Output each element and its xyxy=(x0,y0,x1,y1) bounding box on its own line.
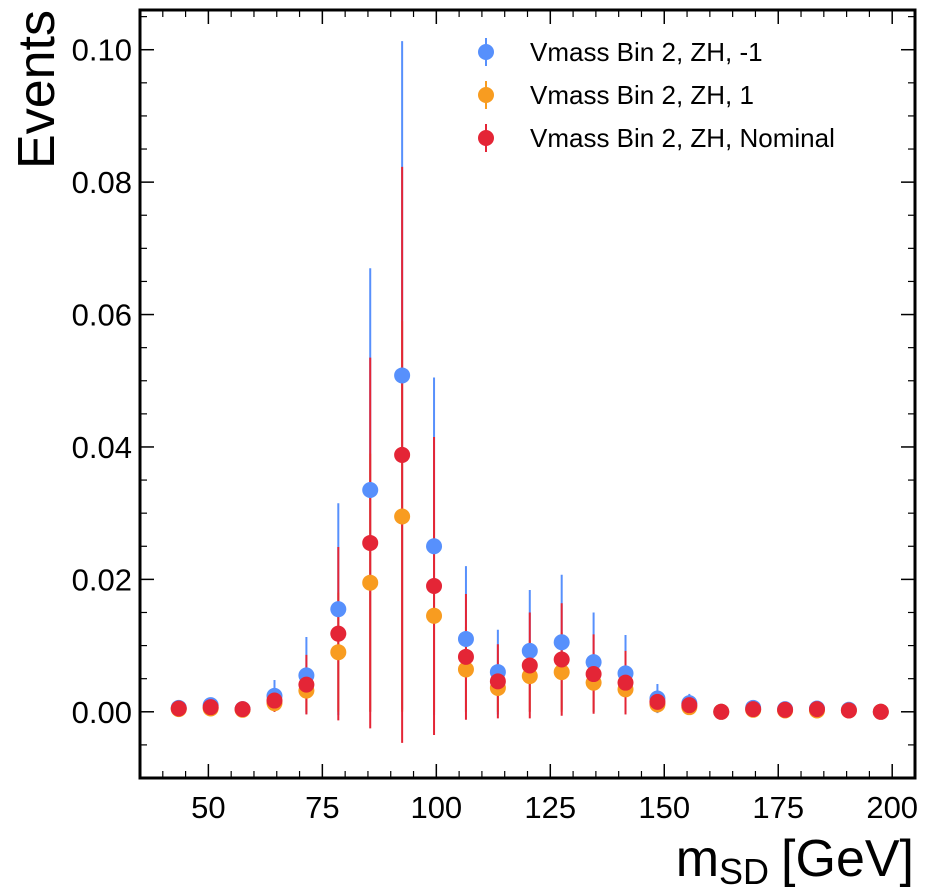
data-point-series-2 xyxy=(394,508,411,525)
legend-label-1: Vmass Bin 2, ZH, -1 xyxy=(530,37,763,67)
legend-marker-2 xyxy=(478,87,494,103)
data-point-series-3 xyxy=(872,703,889,720)
y-tick-label: 0.10 xyxy=(72,33,132,68)
data-point-series-1 xyxy=(457,630,474,647)
data-point-series-2 xyxy=(362,574,379,591)
data-point-series-3 xyxy=(649,693,666,710)
legend-label-2: Vmass Bin 2, ZH, 1 xyxy=(530,80,754,110)
legend-label-3: Vmass Bin 2, ZH, Nominal xyxy=(530,123,835,153)
data-point-series-3 xyxy=(681,697,698,714)
x-axis-title-subscript: SD xyxy=(719,851,769,892)
data-point-series-3 xyxy=(521,657,538,674)
x-axis-title-main: m xyxy=(676,830,719,888)
data-point-series-3 xyxy=(266,692,283,709)
x-tick-label: 75 xyxy=(305,790,339,825)
x-axis-title-unit: [GeV] xyxy=(781,830,914,888)
data-point-series-1 xyxy=(330,601,347,618)
data-point-series-2 xyxy=(426,607,443,624)
data-point-series-3 xyxy=(170,700,187,717)
data-point-series-3 xyxy=(840,702,857,719)
data-point-series-1 xyxy=(362,482,379,498)
data-point-series-2 xyxy=(457,661,474,678)
y-tick-label: 0.02 xyxy=(72,562,132,597)
data-point-series-3 xyxy=(585,666,602,683)
data-point-series-3 xyxy=(298,676,315,693)
x-tick-label: 50 xyxy=(191,790,225,825)
plot-frame xyxy=(138,8,917,780)
data-point-series-3 xyxy=(777,701,794,718)
data-point-series-3 xyxy=(489,673,506,690)
data-point-series-3 xyxy=(808,701,825,718)
x-tick-label: 150 xyxy=(638,790,690,825)
legend-marker-3 xyxy=(478,130,494,146)
y-tick-label: 0.08 xyxy=(72,165,132,200)
x-tick-label: 100 xyxy=(410,790,462,825)
data-point-series-3 xyxy=(202,699,219,716)
data-point-series-1 xyxy=(553,634,570,651)
y-tick-label: 0.04 xyxy=(72,430,132,465)
x-tick-label: 200 xyxy=(866,790,918,825)
data-point-series-3 xyxy=(713,703,730,720)
data-point-series-3 xyxy=(553,651,570,668)
x-axis-title: mSD [GeV] xyxy=(676,830,914,892)
data-point-series-1 xyxy=(394,367,411,384)
data-point-series-3 xyxy=(330,625,347,642)
data-point-series-1 xyxy=(426,538,443,555)
data-point-series-3 xyxy=(617,674,634,691)
data-point-series-3 xyxy=(745,701,762,718)
x-tick-label: 125 xyxy=(524,790,576,825)
x-tick-label: 175 xyxy=(752,790,804,825)
axis-tick-labels: 50 75 100 125 150 175 200 0.00 0.02 0.04 0.06 0.08 0… xyxy=(72,33,918,825)
data-point-series-2 xyxy=(553,664,570,681)
data-point-series-1 xyxy=(585,654,602,671)
y-tick-label: 0.00 xyxy=(72,695,132,730)
legend: Vmass Bin 2, ZH, -1 Vmass Bin 2, ZH, 1 Vma… xyxy=(478,37,835,153)
data-point-series-3 xyxy=(394,446,411,463)
data-point-series-1 xyxy=(521,642,538,659)
y-axis-title: Events xyxy=(8,10,66,169)
data-point-series-3 xyxy=(362,534,379,551)
data-markers xyxy=(170,367,889,720)
data-point-series-2 xyxy=(330,644,347,661)
y-tick-label: 0.06 xyxy=(72,298,132,333)
legend-marker-1 xyxy=(478,44,494,60)
data-point-series-3 xyxy=(457,648,474,665)
data-point-series-3 xyxy=(234,701,251,718)
data-point-series-3 xyxy=(426,578,443,594)
